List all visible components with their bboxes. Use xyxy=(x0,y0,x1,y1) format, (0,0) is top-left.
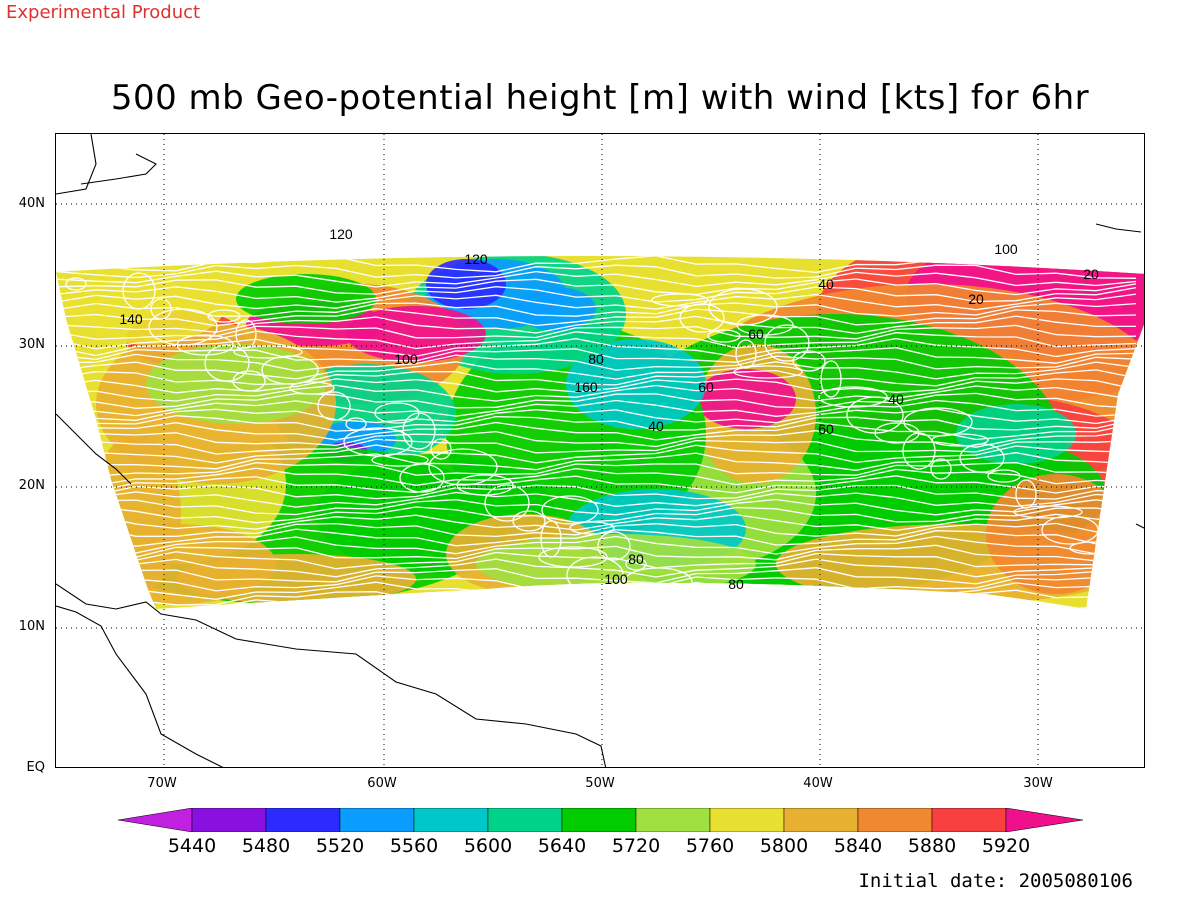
lon-label-60w: 60W xyxy=(367,776,397,791)
coastline xyxy=(56,134,1144,767)
lon-label-50w: 50W xyxy=(585,776,615,791)
wind-speed-label: 40 xyxy=(818,276,834,292)
wind-speed-label: 80 xyxy=(628,551,644,567)
colorbar-swatch xyxy=(265,808,341,832)
wind-speed-label: 140 xyxy=(119,311,143,327)
colorbar-swatch xyxy=(339,808,415,832)
initial-date: Initial date: 2005080106 xyxy=(858,870,1133,892)
wind-speed-label: 40 xyxy=(888,391,904,407)
colorbar-swatch xyxy=(635,808,711,832)
lat-label-10n: 10N xyxy=(18,619,45,634)
wind-speed-label: 80 xyxy=(728,576,744,592)
colorbar-label: 5640 xyxy=(537,835,587,857)
colorbar-swatch xyxy=(487,808,563,832)
lon-label-30w: 30W xyxy=(1023,776,1053,791)
wind-speed-label: 120 xyxy=(464,251,488,267)
colorbar-label: 5600 xyxy=(463,835,513,857)
wind-speed-label: 20 xyxy=(968,291,984,307)
colorbar-swatch xyxy=(709,808,785,832)
colorbar-swatch xyxy=(561,808,637,832)
colorbar-label: 5880 xyxy=(907,835,957,857)
wind-speed-label: 120 xyxy=(329,226,353,242)
colorbar-label: 5800 xyxy=(759,835,809,857)
colorbar-low-arrow xyxy=(118,808,193,832)
map-title: 500 mb Geo-potential height [m] with win… xyxy=(110,78,1090,118)
colorbar-label: 5720 xyxy=(611,835,661,857)
colorbar-label: 5920 xyxy=(981,835,1031,857)
lat-label-40n: 40N xyxy=(18,196,45,211)
lon-label-40w: 40W xyxy=(803,776,833,791)
wind-speed-label: 60 xyxy=(698,379,714,395)
wind-speed-label: 160 xyxy=(574,379,598,395)
colorbar-label: 5840 xyxy=(833,835,883,857)
map-panel: 20 40 60 80 100 120 140 160 40 60 80 100 120 20 40 60 80… xyxy=(55,133,1145,768)
lat-label-20n: 20N xyxy=(18,478,45,493)
colorbar-label: 5560 xyxy=(389,835,439,857)
colorbar-label: 5520 xyxy=(315,835,365,857)
lon-label-70w: 70W xyxy=(147,776,177,791)
colorbar-swatch xyxy=(783,808,859,832)
colorbar-label: 5760 xyxy=(685,835,735,857)
lat-label-30n: 30N xyxy=(18,337,45,352)
wind-speed-labels: 2040608010012014016040608010012020406080… xyxy=(119,226,1099,592)
height-field xyxy=(56,255,1144,609)
wind-speed-label: 20 xyxy=(1083,266,1099,282)
colorbar-high-arrow xyxy=(1005,808,1083,832)
colorbar-swatch xyxy=(931,808,1007,832)
colorbar-swatch xyxy=(191,808,267,832)
lat-label-eq: EQ xyxy=(26,760,45,775)
wind-speed-label: 40 xyxy=(648,418,664,434)
colorbar xyxy=(118,808,1083,832)
wind-speed-label: 100 xyxy=(604,571,628,587)
colorbar-swatch xyxy=(857,808,933,832)
wind-speed-label: 60 xyxy=(818,421,834,437)
colorbar-label: 5480 xyxy=(241,835,291,857)
map-canvas: 2040608010012014016040608010012020406080… xyxy=(56,134,1144,767)
colorbar-label: 5440 xyxy=(167,835,217,857)
colorbar-swatch xyxy=(413,808,489,832)
graticule xyxy=(56,134,1144,767)
wind-speed-label: 100 xyxy=(394,351,418,367)
experimental-product-label: Experimental Product xyxy=(6,2,201,23)
wind-speed-label: 80 xyxy=(588,351,604,367)
wind-speed-label: 100 xyxy=(994,241,1018,257)
wind-speed-label: 60 xyxy=(748,326,764,342)
